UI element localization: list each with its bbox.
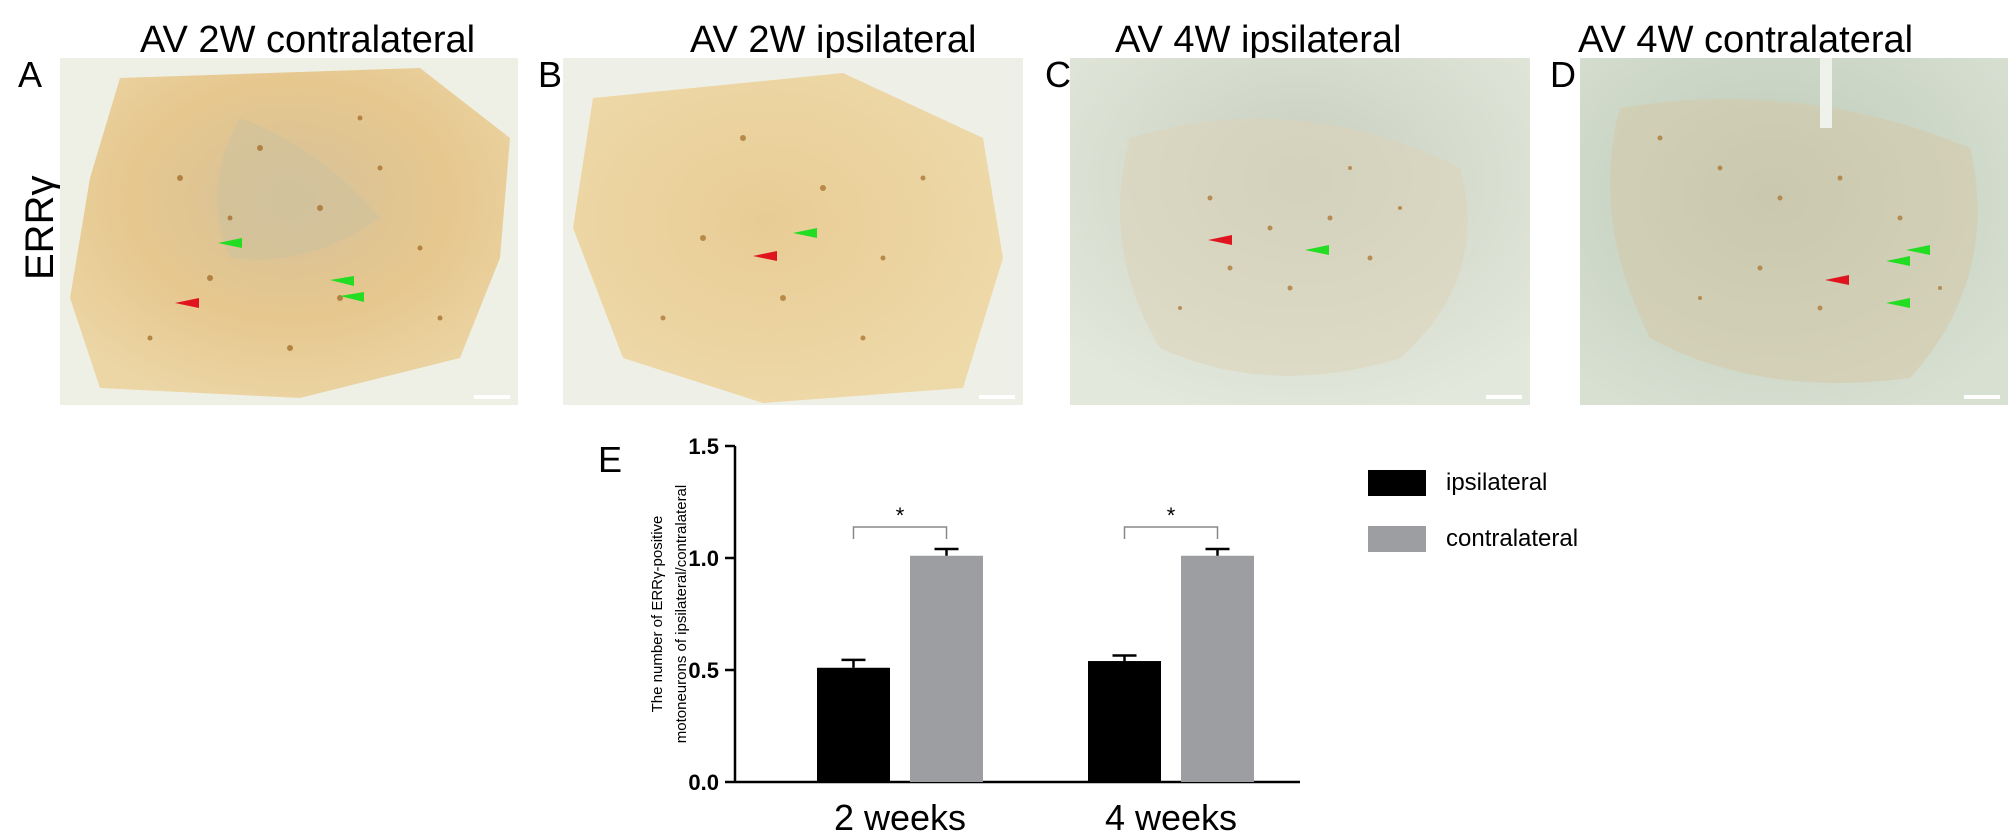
panel-a-letter: A [18, 54, 43, 95]
y-tick-label-1: 0.5 [688, 658, 719, 683]
panel-b-title: AV 2W ipsilateral [690, 19, 977, 61]
panel-c-letter: C [1045, 54, 1071, 95]
y-tick-label-3: 1.5 [688, 434, 719, 459]
y-tick-label-0: 0.0 [688, 770, 719, 795]
chart-labels: 0.0 0.5 1.0 1.5 The number of ERRγ-positive m… [649, 434, 1237, 836]
panel-a-title: AV 2W contralateral [140, 19, 476, 61]
legend-item-ipsilateral: ipsilateral [1368, 455, 1578, 511]
row-label-errg: ERRγ [18, 175, 62, 280]
bar-contralateral-1 [1181, 555, 1254, 782]
panel-c-title: AV 4W ipsilateral [1115, 19, 1402, 61]
legend-swatch-ipsilateral [1368, 470, 1426, 496]
significance-star-1: * [1167, 503, 1176, 528]
micrograph-a [60, 58, 518, 405]
y-axis-label-line1: The number of ERRγ-positive [649, 516, 666, 713]
legend-item-contralateral: contralateral [1368, 511, 1578, 567]
y-axis-label-line2: motoneurons of ipsilateral/contralateral [673, 485, 690, 743]
panel-e-letter: E [598, 439, 623, 480]
legend-label-ipsilateral: ipsilateral [1446, 469, 1548, 496]
y-tick-label-2: 1.0 [688, 546, 719, 571]
x-tick-label-1: 4 weeks [1105, 797, 1237, 836]
x-tick-label-0: 2 weeks [834, 797, 966, 836]
micrograph-d [1580, 58, 2008, 405]
legend-swatch-contralateral [1368, 526, 1426, 552]
significance-star-0: * [896, 503, 905, 528]
bar-ipsilateral-1 [1088, 661, 1161, 782]
significance-bracket-1 [1123, 526, 1219, 540]
chart-bars [817, 526, 1254, 782]
bar-chart: 0.0 0.5 1.0 1.5 The number of ERRγ-positive m… [649, 434, 1300, 836]
panel-d-title: AV 4W contralateral [1578, 19, 1914, 61]
bar-contralateral-0 [910, 555, 983, 782]
panel-d-letter: D [1550, 54, 1576, 95]
significance-bracket-0 [852, 526, 948, 540]
chart-legend: ipsilateral contralateral [1368, 455, 1578, 567]
panel-b-letter: B [538, 54, 563, 95]
micrograph-c [1070, 58, 1530, 405]
legend-label-contralateral: contralateral [1446, 525, 1579, 552]
micrograph-b [563, 58, 1023, 405]
bar-ipsilateral-0 [817, 667, 890, 782]
